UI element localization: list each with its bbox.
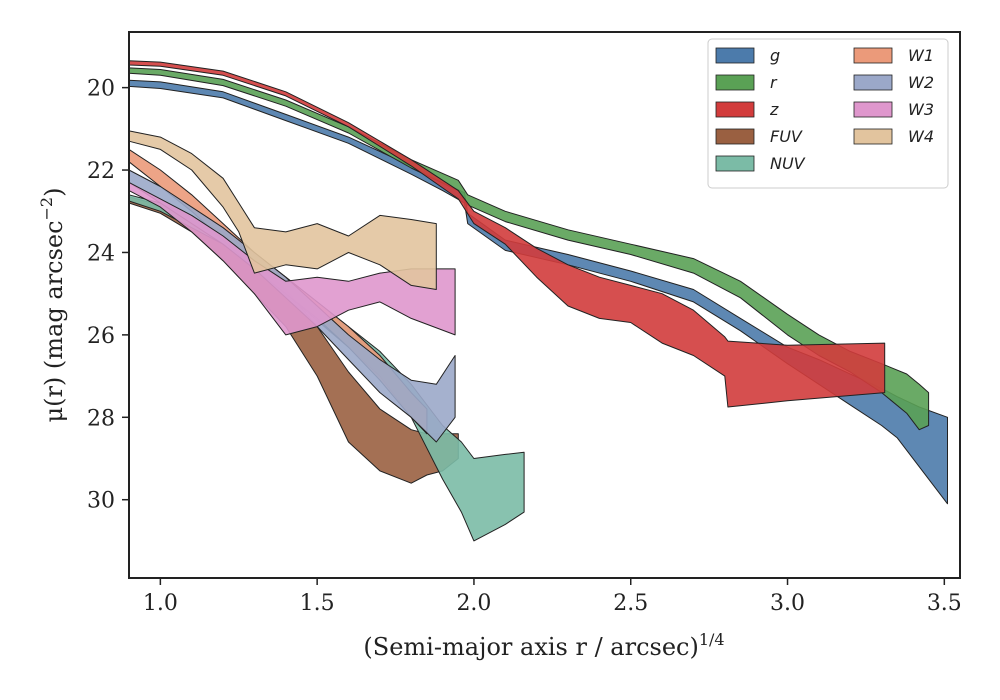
- legend: grz FUV NUV W1 W2 W3 W4: [707, 38, 949, 189]
- legend-label-r: r: [770, 73, 778, 92]
- legend-swatch-nuv: [715, 155, 755, 172]
- x-tick-label: 2.5: [613, 591, 648, 616]
- legend-label-z: z: [769, 100, 779, 119]
- legend-swatch-w1: [853, 47, 893, 64]
- y-axis-label-close: ): [40, 188, 68, 197]
- y-tick-label: 30: [87, 489, 115, 514]
- x-tick-label: 1.5: [300, 591, 335, 616]
- legend-swatch-g: [715, 47, 755, 64]
- x-tick-label: 1.0: [143, 591, 178, 616]
- profile-bands: [128, 60, 948, 542]
- legend-label-w2: W2: [908, 73, 934, 92]
- y-tick-label: 22: [87, 159, 115, 184]
- y-tick-label: 20: [87, 77, 115, 102]
- legend-swatch-r: [715, 74, 755, 91]
- legend-label-w1: W1: [908, 46, 934, 65]
- y-axis-ticks: 20 22 24 26 28 30: [87, 77, 129, 514]
- series-band-w3: [128, 181, 456, 336]
- legend-swatch-z: [715, 101, 755, 118]
- x-tick-label: 3.0: [770, 591, 805, 616]
- x-tick-label: 2.0: [456, 591, 491, 616]
- legend-swatch-fuv: [715, 128, 755, 145]
- series-band-w4: [128, 130, 437, 290]
- y-tick-label: 24: [87, 241, 115, 266]
- legend-label-w3: W3: [908, 100, 934, 119]
- plot-frame: [128, 31, 961, 579]
- legend-label-nuv: NUV: [770, 154, 806, 173]
- x-tick-label: 3.5: [927, 591, 962, 616]
- y-tick-label: 28: [87, 406, 115, 431]
- y-axis-label-text: μ(r) (mag arcsec: [40, 220, 68, 422]
- x-axis-ticks: 1.0 1.5 2.0 2.5 3.0 3.5: [143, 578, 962, 616]
- legend-label-fuv: FUV: [770, 127, 803, 146]
- legend-label-g: g: [770, 46, 780, 65]
- legend-swatch-w2: [853, 74, 893, 91]
- legend-swatch-w4: [853, 128, 893, 145]
- y-axis-label: μ(r) (mag arcsec−2): [37, 188, 68, 423]
- x-axis-label-text: (Semi-major axis r / arcsec): [363, 633, 698, 661]
- y-tick-label: 26: [87, 324, 115, 349]
- legend-items: grz FUV NUV W1 W2 W3 W4: [715, 46, 934, 173]
- x-axis-label-exponent: 1/4: [699, 630, 725, 649]
- x-axis-label: (Semi-major axis r / arcsec)1/4: [363, 630, 724, 661]
- y-axis-label-exponent: −2: [37, 197, 56, 221]
- legend-label-w4: W4: [908, 127, 934, 146]
- legend-swatch-w3: [853, 101, 893, 118]
- series-band-z: [128, 60, 886, 408]
